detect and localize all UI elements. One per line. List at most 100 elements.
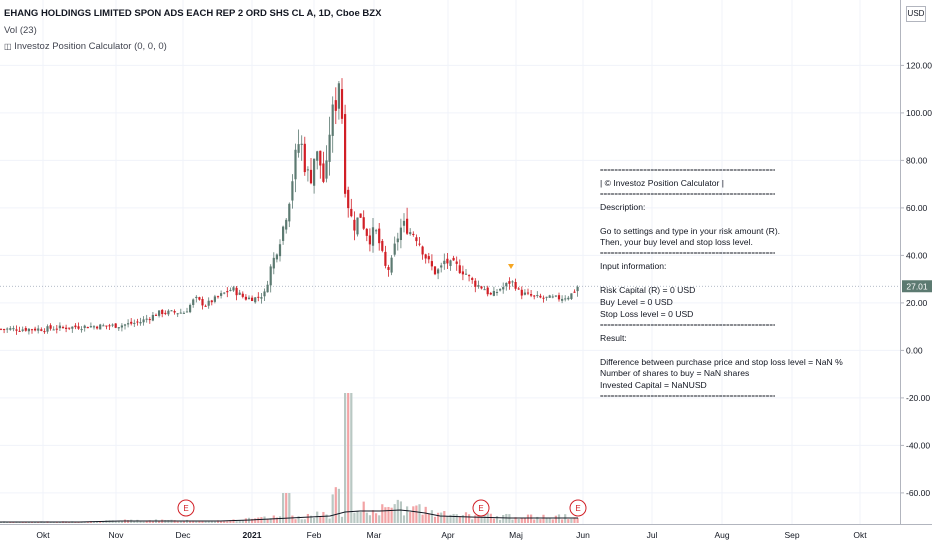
candle-body xyxy=(548,295,551,298)
candle-body xyxy=(381,240,384,251)
earnings-marker[interactable]: E xyxy=(177,499,195,517)
price-tick-label: 120.00 xyxy=(906,60,932,70)
time-tick-label: Okt xyxy=(36,530,50,540)
candle-body xyxy=(241,293,244,297)
volume-bar xyxy=(99,521,102,523)
table-divider: ========================================… xyxy=(600,322,775,329)
candle-body xyxy=(325,160,328,179)
time-tick-label: Okt xyxy=(853,530,867,540)
price-tick-label: 40.00 xyxy=(906,250,928,260)
volume-bar xyxy=(226,521,229,523)
volume-bar xyxy=(486,513,489,523)
table-line xyxy=(600,345,775,357)
time-axis[interactable]: Okt Nov Dec 2021 Feb Mar Apr Maj Jun Jul Aug Sep Okt xyxy=(36,530,867,540)
volume-bar xyxy=(551,519,554,523)
volume-bar xyxy=(480,517,483,523)
candle-body xyxy=(477,285,480,287)
candle-body xyxy=(49,325,52,329)
candle-body xyxy=(220,293,223,296)
volume-bar xyxy=(316,511,319,523)
time-tick-label: Feb xyxy=(307,530,322,540)
volume-bar xyxy=(387,506,390,523)
table-line: | © Investoz Position Calculator | xyxy=(600,177,725,188)
currency-badge[interactable]: USD xyxy=(906,6,926,22)
candle-body xyxy=(539,295,542,298)
candle-body xyxy=(65,327,68,329)
candle-body xyxy=(288,203,291,222)
time-tick-label: Sep xyxy=(784,530,799,540)
candle-body xyxy=(133,322,136,324)
candle-body xyxy=(170,310,173,312)
volume-bar xyxy=(446,516,449,523)
vertical-gridlines xyxy=(42,0,861,524)
candle-body xyxy=(427,256,430,260)
candle-body xyxy=(421,246,424,255)
volume-bar xyxy=(415,505,418,523)
volume-bar xyxy=(418,504,421,523)
volume-bar xyxy=(86,521,89,523)
volume-bar xyxy=(24,522,27,523)
table-line: Go to settings and type in your risk amo… xyxy=(600,225,781,236)
table-line: Invested Capital = NaNUSD xyxy=(600,380,707,391)
candle-body xyxy=(483,289,486,291)
volume-bar xyxy=(223,520,226,523)
volume-bar xyxy=(461,515,464,523)
volume-bar xyxy=(554,515,557,523)
volume-bar xyxy=(151,521,154,523)
candle-body xyxy=(505,282,508,287)
volume-bar xyxy=(511,519,514,523)
candle-body xyxy=(207,300,210,306)
volume-bar xyxy=(424,506,427,523)
time-tick-label: Nov xyxy=(108,530,124,540)
volume-bar xyxy=(282,493,285,523)
volume-bars xyxy=(0,393,579,523)
volume-indicator-label[interactable]: Vol (23) xyxy=(4,25,37,36)
candle-body xyxy=(105,325,108,327)
price-tick-label: 0.00 xyxy=(906,345,923,355)
volume-bar xyxy=(133,520,136,523)
volume-bar xyxy=(337,488,340,523)
price-axis[interactable]: 120.00 100.00 80.00 60.00 40.00 20.00 0.00 -20.… xyxy=(900,60,932,498)
volume-bar xyxy=(412,506,415,523)
volume-bar xyxy=(309,515,313,523)
candle-body xyxy=(306,169,309,171)
candle-body xyxy=(356,217,359,235)
candle-body xyxy=(266,284,269,293)
candle-body xyxy=(300,143,303,145)
earnings-marker[interactable]: E xyxy=(472,499,490,517)
volume-bar xyxy=(303,519,306,523)
volume-bar xyxy=(244,518,247,523)
event-flag-icon[interactable] xyxy=(508,264,514,269)
volume-bar xyxy=(499,519,502,523)
candle-body xyxy=(120,325,123,328)
candle-body xyxy=(452,257,455,261)
candle-body xyxy=(319,150,322,166)
earnings-marker[interactable]: E xyxy=(569,499,587,517)
candle-body xyxy=(489,292,492,295)
candle-body xyxy=(189,304,192,313)
candle-body xyxy=(461,271,464,275)
table-divider: ========================================… xyxy=(600,191,775,198)
volume-bar xyxy=(92,521,96,523)
volume-bar xyxy=(375,513,378,523)
time-tick-label: Dec xyxy=(175,530,191,540)
indicator-legend[interactable]: ◫ Investoz Position Calculator (0, 0, 0) xyxy=(4,41,167,52)
candle-body xyxy=(61,326,65,328)
candle-body xyxy=(278,244,282,257)
volume-bar xyxy=(158,520,161,523)
candle-body xyxy=(86,326,89,329)
candle-body xyxy=(340,89,344,119)
volume-bar xyxy=(464,512,468,523)
volume-bar xyxy=(102,521,105,523)
candle-body xyxy=(195,296,198,299)
candle-body xyxy=(508,281,511,284)
volume-bar xyxy=(347,393,350,523)
volume-bar xyxy=(452,513,455,523)
candle-body xyxy=(297,144,300,153)
volume-bar xyxy=(406,506,409,523)
candle-body xyxy=(337,83,340,109)
price-tick-label: -60.00 xyxy=(906,488,930,498)
candle-body xyxy=(40,329,43,331)
